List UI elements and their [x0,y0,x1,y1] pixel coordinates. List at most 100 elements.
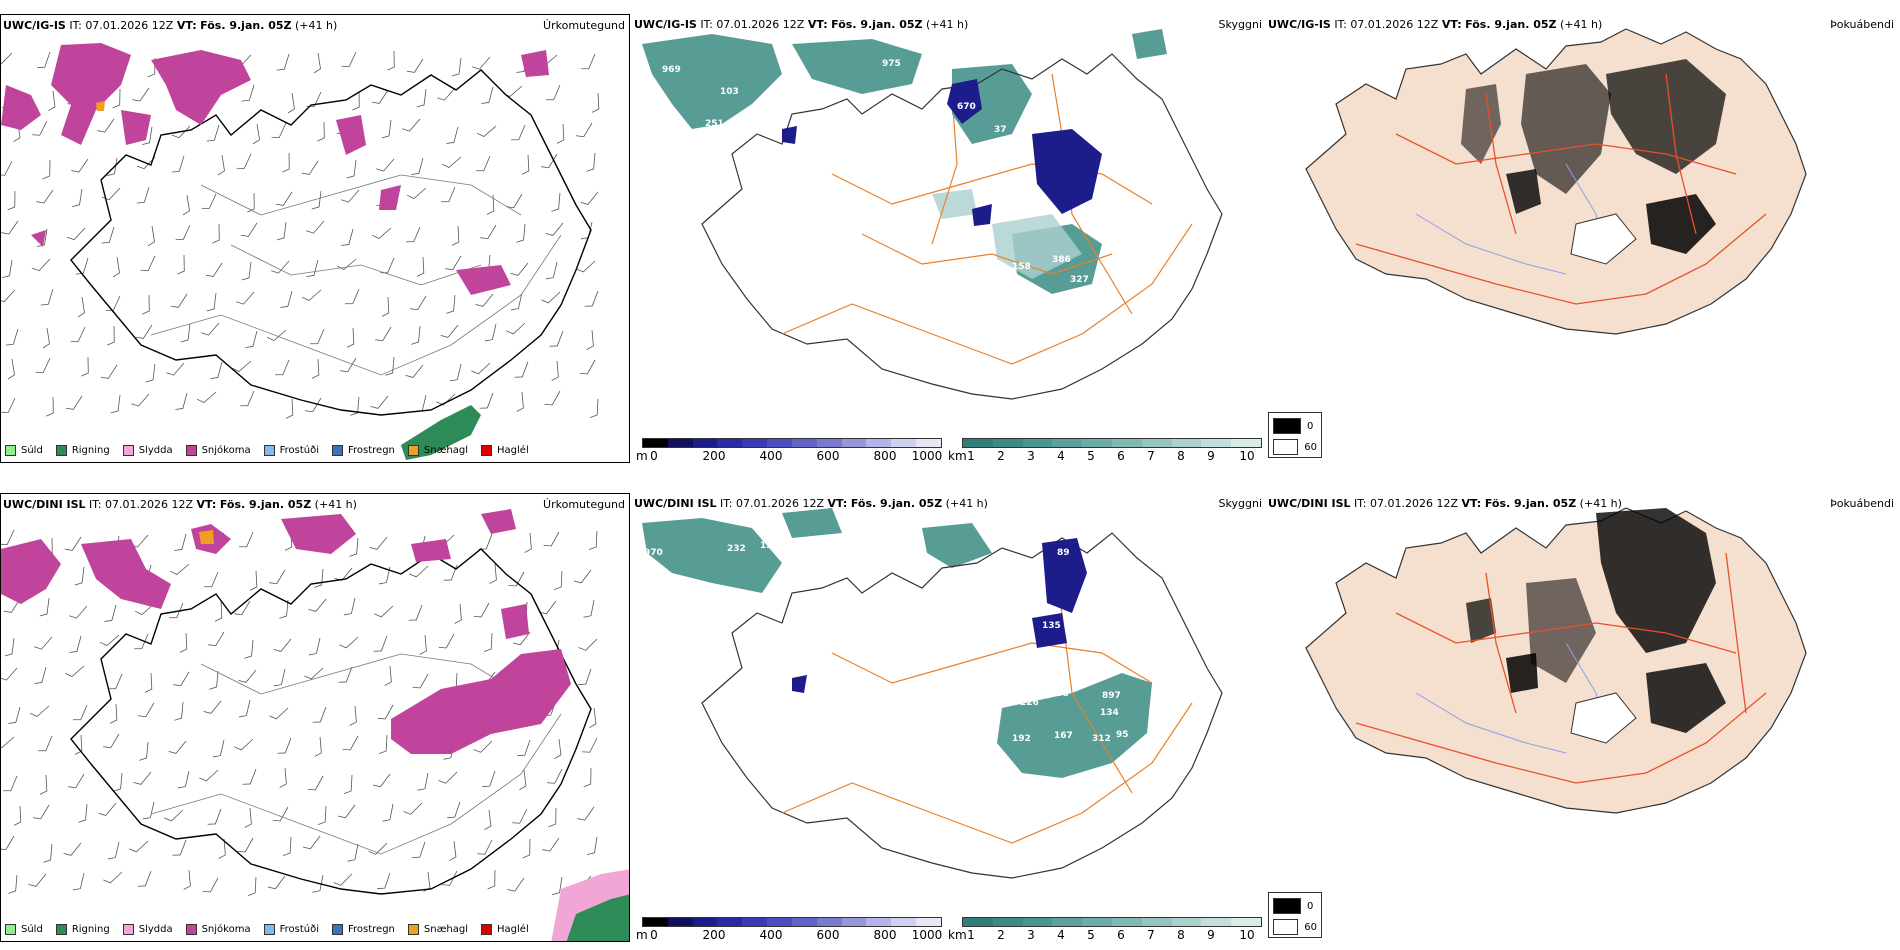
visibility-color-step [963,439,993,447]
ceiling-labels: 969 975 251 187 103 887 670 37 567 119 9… [662,59,1145,285]
wind-barb [313,52,321,74]
ceiling-color-step [767,918,792,926]
wind-barb [340,357,357,373]
wind-barb [71,158,89,173]
ceiling-color-step [643,918,668,926]
wind-barb [476,125,497,137]
wind-barb [317,805,327,825]
legend-label: 60 [1304,921,1317,933]
wind-barb [337,804,356,819]
legend-label: Frostúði [279,924,319,935]
wind-barb [271,122,287,138]
visibility-color-step [1082,439,1112,447]
wind-barb [168,740,187,754]
fog-legend-top: 0 60 [1268,412,1322,458]
wind-barb [547,768,563,784]
wind-barb [591,92,600,113]
tick: 1000 [911,928,943,942]
wind-barb [74,734,83,755]
tick: 4 [1057,928,1065,942]
wind-barb [368,842,388,855]
graupel-spot [199,530,214,544]
wind-barb [129,840,149,853]
wind-barb [380,257,395,274]
wind-barb [484,809,492,831]
wind-barb [544,390,561,406]
ceiling-color-step [791,918,817,926]
wind-barb [371,89,389,104]
wind-barb [376,158,395,172]
wind-barb [136,186,150,204]
wind-barb [39,774,48,795]
wind-barb [180,323,191,343]
wind-barb [442,870,458,886]
wind-barb [446,126,459,144]
wind-barb [584,290,599,307]
ceiling-label: 119 [1102,155,1121,165]
roads [150,653,562,855]
wind-barb [247,192,255,213]
legend-item-freezing-rain: Frostregn [332,924,395,935]
wind-barb [438,633,455,649]
wind-barb [179,632,188,653]
wind-barb [135,324,153,339]
wind-barb [247,876,257,896]
wind-barb [37,51,51,69]
wind-barb [8,874,18,894]
tick: 7 [1147,449,1155,463]
wind-barb [410,295,427,311]
wind-barb [252,123,260,145]
wind-barb [266,329,287,341]
wind-barb [377,704,394,720]
wind-barb [175,224,191,240]
wind-barb [556,123,565,144]
roads [781,73,1193,365]
wind-barb [214,601,223,622]
wind-barb [341,51,357,67]
tick: 5 [1087,928,1095,942]
ceiling-label: 208 [1050,689,1069,699]
legend-label: Frostregn [348,924,395,935]
wind-barb [378,566,391,585]
ceiling-label: 887 [772,167,791,177]
wind-barb [375,326,392,342]
wind-barb [267,875,286,890]
wind-barb [133,771,152,785]
wind-barb [7,190,16,211]
visibility-colorbar: km 1 2 3 4 5 6 7 8 9 10 [948,917,1262,942]
wind-barb [1,736,15,748]
panel-name: Úrkomutegund [543,498,625,511]
wind-barb [347,843,359,862]
legend-label: 0 [1307,900,1314,912]
legend-label: Snæhagl [423,924,469,935]
ceiling-color-step [841,918,867,926]
wind-barb [416,88,427,108]
wind-barb [138,702,155,718]
legend-item-drizzle: Súld [5,924,43,935]
wind-barb [68,773,85,789]
wind-barb [546,84,561,101]
tick: 400 [759,449,783,463]
legend-item-rain: Rigning [55,445,110,456]
wind-barb [475,293,494,307]
wind-barb [70,326,86,342]
wind-barb [403,802,423,815]
swatch [5,924,16,935]
tick: 4 [1057,449,1065,463]
ceiling-label: 91 [962,232,975,242]
ceiling-color-step [742,918,768,926]
wind-barb [489,563,497,584]
wind-barb [69,605,88,619]
wind-barb [373,635,388,652]
visibility-color-step [1022,439,1053,447]
wind-barb [451,57,462,77]
wind-barb [580,191,599,205]
wind-barb [306,91,322,107]
iceland-map-visibility-top: 969 975 251 187 103 887 670 37 567 119 9… [642,29,1223,400]
iceland-coastline [701,53,1223,400]
wind-barb [381,119,392,139]
wind-barb [405,364,424,378]
swatch [5,445,16,456]
wind-barb [545,222,564,236]
wind-barb [508,571,525,587]
